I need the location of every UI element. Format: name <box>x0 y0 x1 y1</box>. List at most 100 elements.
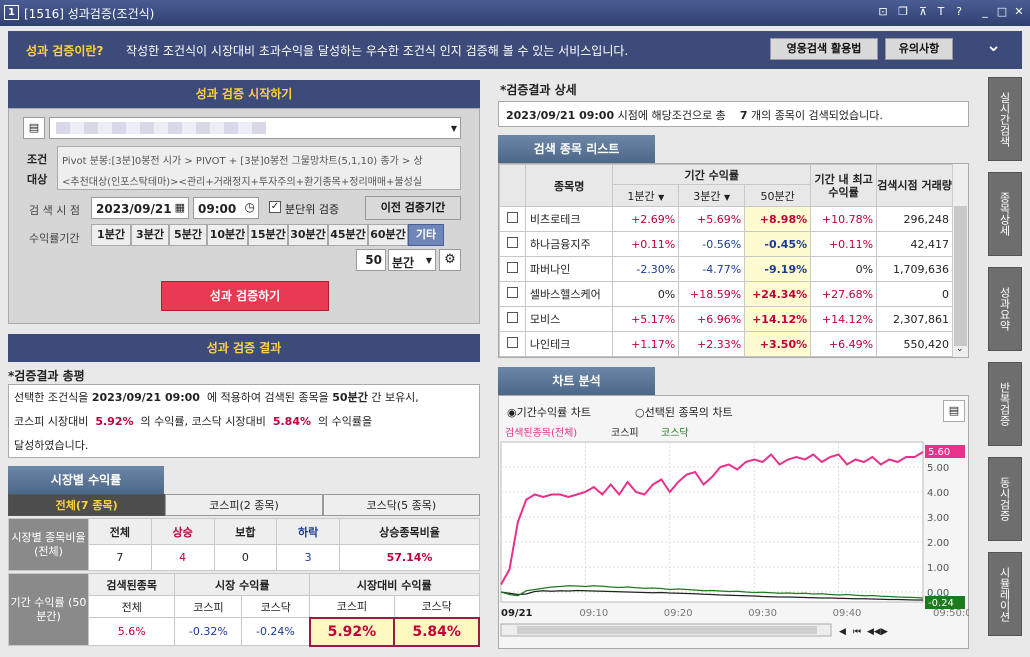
row-checkbox[interactable] <box>499 256 526 282</box>
help-icon[interactable]: ? <box>956 5 962 18</box>
cell-name: 하나금융지주 <box>524 231 614 257</box>
dropdown-arrow-icon[interactable]: ▼ <box>425 256 432 265</box>
period-button-9[interactable]: 기타 <box>408 224 444 246</box>
radio-period-chart[interactable]: ◉기간수익률 차트 <box>507 404 591 420</box>
table-row[interactable]: 셀바스헬스케어 0% +18.59% +24.34% +27.68% 0 <box>499 281 953 307</box>
cell-p50: -9.19% <box>744 256 812 282</box>
x-tick-label: 09/21 <box>501 608 533 619</box>
gear-icon[interactable]: ⚙ <box>439 249 461 271</box>
row-checkbox[interactable] <box>499 306 526 332</box>
calendar-icon[interactable]: ▦ <box>174 201 185 214</box>
x-tick-label: 09:50:00 <box>933 608 969 619</box>
sort-icon[interactable]: ▼ <box>658 192 665 202</box>
period-button-1[interactable]: 1분간 <box>91 224 131 246</box>
ratio-head-up: 상승 <box>150 518 215 545</box>
summary-line-2: 코스피 시장대비 5.92% 의 수익률, 코스닥 시장대비 5.84% 의 수… <box>14 410 474 434</box>
custom-unit-select[interactable]: 분간 ▼ <box>388 249 436 271</box>
tab-chart-analysis[interactable]: 차트 분석 <box>498 367 655 395</box>
cell-max: +14.12% <box>810 306 878 332</box>
clock-icon[interactable]: ◷ <box>244 200 255 214</box>
table-row[interactable]: 모비스 +5.17% +6.96% +14.12% +14.12% 2,307,861 <box>499 306 953 332</box>
hero-search-guide-button[interactable]: 영웅검색 활용법 <box>770 38 878 60</box>
caution-button[interactable]: 유의사항 <box>885 38 953 60</box>
side-tab-6[interactable]: 시뮬레이션 <box>988 552 1022 636</box>
period-button-3[interactable]: 5분간 <box>169 224 207 246</box>
table-row[interactable]: 파버나인 -2.30% -4.77% -9.19% 0% 1,709,636 <box>499 256 953 282</box>
period-label: 수익률기간 <box>29 232 80 245</box>
ret-sub-kospi-excess: 코스피 <box>309 595 395 618</box>
period-button-6[interactable]: 30분간 <box>288 224 328 246</box>
period-button-4[interactable]: 10분간 <box>207 224 248 246</box>
row-checkbox[interactable] <box>499 331 526 357</box>
pin-icon[interactable]: ⊼ <box>918 5 928 18</box>
dropdown-arrow-icon[interactable]: ▼ <box>450 124 457 133</box>
side-tab-5[interactable]: 동시검증 <box>988 457 1022 541</box>
radio-stock-chart[interactable]: ○선택된 종목의 차트 <box>635 404 733 420</box>
y-tick-label: 4.00 <box>927 488 949 499</box>
load-condition-icon[interactable]: ▤ <box>23 117 45 139</box>
run-verification-button[interactable]: 성과 검증하기 <box>161 281 329 311</box>
chart-settings-icon[interactable]: ▤ <box>943 400 965 422</box>
y-tick-label: 5.00 <box>927 463 949 474</box>
cell-vol: 296,248 <box>876 206 953 232</box>
minimize-icon[interactable]: _ <box>982 5 988 18</box>
side-tab-2[interactable]: 종목상세 <box>988 172 1022 256</box>
table-row[interactable]: 하나금융지주 +0.11% -0.56% -0.45% +0.11% 42,417 <box>499 231 953 257</box>
radio-checked-icon[interactable]: ◉ <box>507 406 517 419</box>
ratio-down: 3 <box>276 544 340 571</box>
return-chart: 5.00 4.00 3.00 2.00 1.00 0.00 검색된종목(전체) 코스피 코스닥 5… <box>500 427 969 637</box>
chevron-down-icon[interactable]: ⌄ <box>956 344 964 354</box>
ret-head-searched: 검색된종목 <box>87 573 176 596</box>
sort-icon[interactable]: ▼ <box>724 192 731 202</box>
chevron-down-icon[interactable]: ⌄ <box>986 35 1002 56</box>
side-tab-4[interactable]: 반복검증 <box>988 362 1022 446</box>
subtab-kosdaq[interactable]: 코스닥(5 종목) <box>322 494 480 516</box>
condition-select[interactable]: ▼ <box>49 117 461 139</box>
cell-p1: +1.17% <box>612 331 680 357</box>
cell-p3: -4.77% <box>678 256 746 282</box>
period-button-8[interactable]: 60분간 <box>368 224 408 246</box>
window-number: 1 <box>4 5 19 20</box>
cell-max: +6.49% <box>810 331 878 357</box>
period-button-2[interactable]: 3분간 <box>131 224 169 246</box>
side-tab-3[interactable]: 성과요약 <box>988 267 1022 351</box>
table-row[interactable]: 나인테크 +1.17% +2.33% +3.50% +6.49% 550,420 <box>499 331 953 357</box>
scrollbar-thumb[interactable] <box>954 206 967 346</box>
banner-heading: 성과 검증이란? <box>26 44 104 58</box>
list-scrollbar[interactable]: ⌄ <box>952 164 968 357</box>
close-icon[interactable]: ✕ <box>1014 5 1024 18</box>
restore-icon[interactable]: ❐ <box>898 5 908 18</box>
tab-market-returns[interactable]: 시장별 수익률 <box>8 466 164 494</box>
cell-max: +0.11% <box>810 231 878 257</box>
row-checkbox[interactable] <box>499 281 526 307</box>
subtab-all[interactable]: 전체(7 종목) <box>8 494 166 516</box>
legend-1: 검색된종목(전체) <box>505 427 577 439</box>
plot-area <box>500 441 924 603</box>
target-label: 대상 <box>27 173 48 186</box>
row-checkbox[interactable] <box>499 231 526 257</box>
table-row[interactable]: 비츠로테크 +2.69% +5.69% +8.98% +10.78% 296,248 <box>499 206 953 232</box>
radio-unchecked-icon[interactable]: ○ <box>635 406 645 419</box>
market-subtabs: 전체(7 종목) 코스피(2 종목) 코스닥(5 종목) <box>8 494 480 516</box>
maximize-icon[interactable]: □ <box>996 5 1008 18</box>
col-1min-label: 1분간 <box>627 189 655 203</box>
cell-p50: +24.34% <box>744 281 812 307</box>
subtab-kospi[interactable]: 코스피(2 종목) <box>165 494 323 516</box>
link-icon[interactable]: ⊡ <box>878 5 888 18</box>
custom-period-input[interactable]: 50 <box>356 249 386 271</box>
font-icon[interactable]: T <box>937 5 945 18</box>
col-1min: 1분간 ▼ <box>612 184 680 207</box>
period-button-5[interactable]: 15분간 <box>248 224 288 246</box>
condition-text: Pivot 분봉:[3분]0봉전 시가 > PIVOT + [3분]0봉전 그물… <box>62 156 423 167</box>
row-checkbox[interactable] <box>499 206 526 232</box>
minute-check-checkbox[interactable]: ✓ <box>269 201 281 213</box>
time-field[interactable]: 09:00 ◷ <box>193 197 259 219</box>
side-tab-1[interactable]: 실시간검색 <box>988 77 1022 161</box>
summary-date: 2023/09/21 09:00 <box>91 391 200 404</box>
chart-scrollbar-thumb <box>517 626 817 634</box>
date-field[interactable]: 2023/09/21 ▦ <box>91 197 189 219</box>
period-button-7[interactable]: 45분간 <box>328 224 368 246</box>
previous-period-button[interactable]: 이전 검증기간 <box>365 196 461 220</box>
tab-stock-list[interactable]: 검색 종목 리스트 <box>498 135 655 163</box>
cell-max: 0% <box>810 256 878 282</box>
